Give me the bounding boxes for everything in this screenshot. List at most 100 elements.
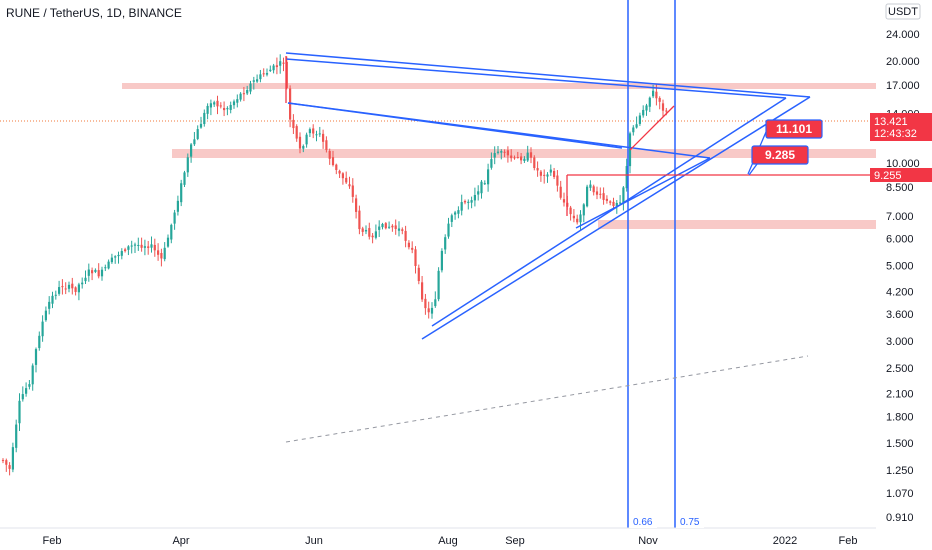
support-zone-low xyxy=(598,220,876,229)
candle-body xyxy=(655,91,658,99)
candle-body xyxy=(91,270,94,274)
y-tick-label: 1.250 xyxy=(886,465,914,477)
candle-body xyxy=(153,244,156,251)
candle-body xyxy=(1,459,5,461)
x-tick-label: Aug xyxy=(438,535,458,547)
y-tick-label: 8.500 xyxy=(886,182,914,194)
resistance-zone-top xyxy=(122,83,876,89)
candle-body xyxy=(252,80,255,82)
candle-body xyxy=(292,119,295,129)
y-tick-label: 1.500 xyxy=(886,438,914,450)
candle-body xyxy=(384,223,387,229)
candle-body xyxy=(97,270,100,277)
candle-body xyxy=(196,129,199,139)
candle-body xyxy=(513,157,516,159)
candle-body xyxy=(58,287,61,294)
candle-body xyxy=(41,321,44,337)
candle-body xyxy=(569,207,572,215)
candle-body xyxy=(246,89,249,94)
candle-body xyxy=(582,204,585,216)
candle-body xyxy=(315,134,318,136)
x-tick-label: Sep xyxy=(505,535,525,547)
candle-body xyxy=(322,133,325,142)
candle-body xyxy=(275,65,278,68)
triangle-upper-line-2 xyxy=(285,58,787,99)
candle-body xyxy=(229,104,232,110)
inner-wedge-base xyxy=(575,157,711,229)
candle-body xyxy=(341,173,344,179)
drawings-layer xyxy=(285,0,811,528)
candle-body xyxy=(411,247,414,250)
candle-body xyxy=(48,301,51,309)
candle-body xyxy=(239,93,242,100)
candle-body xyxy=(100,269,104,277)
candle-body xyxy=(328,151,331,159)
price-axis: 24.00020.00017.00014.00012.00010.0008.50… xyxy=(886,29,920,524)
candles-layer xyxy=(1,54,668,476)
candle-body xyxy=(457,210,460,214)
candle-body xyxy=(338,170,341,174)
candle-body xyxy=(605,198,608,201)
candle-body xyxy=(609,201,612,203)
candle-body xyxy=(236,99,239,103)
candle-body xyxy=(526,152,529,161)
candle-body xyxy=(186,157,189,173)
candle-body xyxy=(110,257,113,263)
candle-body xyxy=(209,103,212,108)
candle-body xyxy=(183,172,186,185)
candle-body xyxy=(351,185,354,197)
candle-body xyxy=(388,226,391,228)
y-tick-label: 2.500 xyxy=(886,363,914,375)
candle-body xyxy=(473,194,476,201)
candle-body xyxy=(272,65,275,71)
candle-body xyxy=(295,126,298,139)
candle-body xyxy=(394,225,397,229)
x-tick-label: Nov xyxy=(638,535,658,547)
candle-body xyxy=(381,223,384,228)
candle-body xyxy=(302,146,305,149)
candle-body xyxy=(216,100,219,107)
y-tick-label: 6.000 xyxy=(886,234,914,246)
candle-body xyxy=(157,250,160,255)
level-badge: 9.255 xyxy=(870,168,932,182)
candle-body xyxy=(18,400,21,424)
candle-body xyxy=(335,164,338,171)
candle-body xyxy=(163,247,166,260)
candle-body xyxy=(11,447,14,470)
candle-body xyxy=(34,349,38,365)
candle-body xyxy=(648,97,651,107)
candle-body xyxy=(282,62,285,64)
candle-body xyxy=(84,277,87,282)
candle-body xyxy=(407,242,410,248)
candle-body xyxy=(318,133,321,135)
candle-body xyxy=(15,424,18,448)
candle-body xyxy=(147,246,150,248)
candle-body xyxy=(454,212,457,215)
candle-body xyxy=(434,299,437,307)
candle-body xyxy=(285,61,288,88)
fib-label-075-bg xyxy=(676,514,704,528)
candle-body xyxy=(256,79,259,82)
candle-body xyxy=(480,181,483,194)
candle-body xyxy=(226,108,229,110)
candle-body xyxy=(269,69,272,71)
candle-body xyxy=(206,105,209,114)
candle-body xyxy=(417,267,420,282)
candle-body xyxy=(120,251,123,256)
x-tick-label: Feb xyxy=(839,535,858,547)
y-tick-label: 7.000 xyxy=(886,211,914,223)
fib-label-075: 0.75 xyxy=(680,517,700,528)
candle-body xyxy=(262,73,265,75)
candle-body xyxy=(506,150,509,156)
candle-body xyxy=(54,294,57,296)
candle-body xyxy=(638,115,641,124)
y-tick-label: 3.000 xyxy=(886,336,914,348)
candle-body xyxy=(81,282,84,285)
candle-body xyxy=(364,230,368,232)
candle-body xyxy=(51,295,54,304)
candle-body xyxy=(543,174,546,176)
candle-body xyxy=(298,136,302,149)
candle-body xyxy=(615,202,618,206)
candle-body xyxy=(378,226,381,230)
